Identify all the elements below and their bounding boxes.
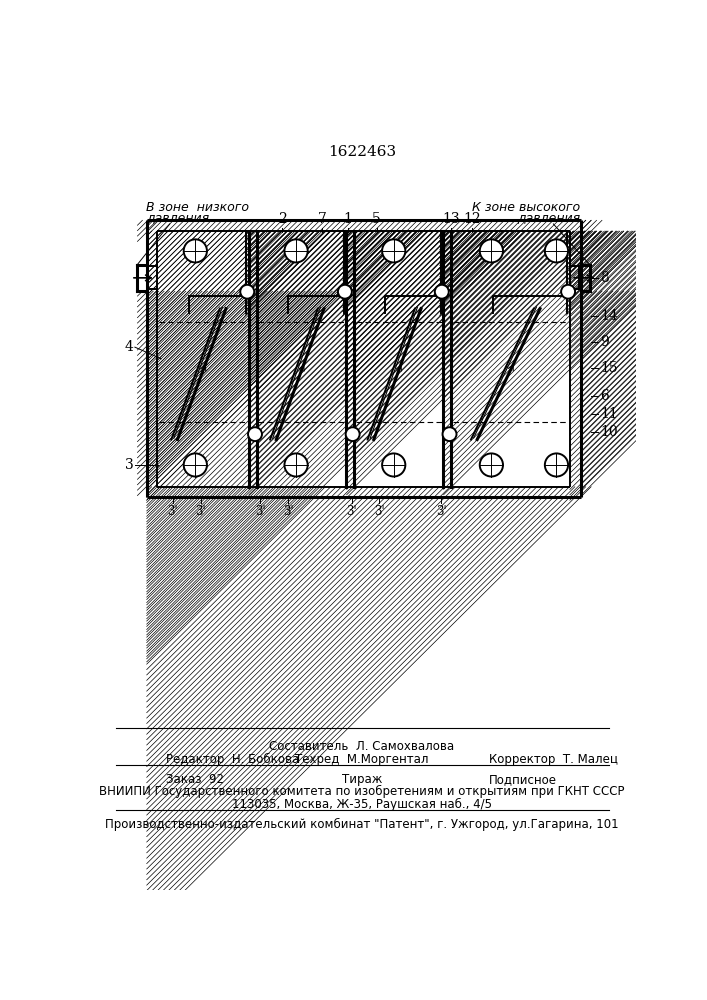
Text: Заказ  92: Заказ 92 xyxy=(166,773,224,786)
Text: 13: 13 xyxy=(443,212,460,226)
Bar xyxy=(570,231,580,487)
Text: Тираж: Тираж xyxy=(341,773,382,786)
Circle shape xyxy=(382,239,405,262)
Text: 1: 1 xyxy=(344,212,352,226)
Text: 9: 9 xyxy=(600,335,609,349)
Circle shape xyxy=(480,453,503,477)
Text: 12: 12 xyxy=(463,212,481,226)
Circle shape xyxy=(443,427,457,441)
Text: 3: 3 xyxy=(124,458,134,472)
Circle shape xyxy=(248,427,262,441)
Bar xyxy=(137,291,146,487)
Text: давления: давления xyxy=(146,211,209,224)
Circle shape xyxy=(338,285,352,299)
Text: В зоне  низкого: В зоне низкого xyxy=(146,201,250,214)
Circle shape xyxy=(545,239,568,262)
Bar xyxy=(249,231,257,487)
Text: 4: 4 xyxy=(124,340,134,354)
Bar xyxy=(440,231,441,312)
Circle shape xyxy=(284,453,308,477)
Text: 7: 7 xyxy=(318,212,327,226)
Bar xyxy=(566,231,567,312)
Text: 3': 3' xyxy=(374,505,385,518)
Text: 3': 3' xyxy=(283,505,293,518)
Bar xyxy=(443,231,451,487)
Text: давления: давления xyxy=(518,211,580,224)
Circle shape xyxy=(382,453,405,477)
Text: 2: 2 xyxy=(278,212,286,226)
Bar xyxy=(580,291,590,487)
Circle shape xyxy=(184,239,207,262)
Circle shape xyxy=(545,453,568,477)
Text: Редактор  Н. Бобкова: Редактор Н. Бобкова xyxy=(166,753,299,766)
Bar xyxy=(245,231,247,312)
Text: 1622463: 1622463 xyxy=(328,145,396,159)
Text: Составитель  Л. Самохвалова: Составитель Л. Самохвалова xyxy=(269,740,455,753)
Text: 11: 11 xyxy=(600,407,618,421)
Circle shape xyxy=(346,427,360,441)
Bar xyxy=(146,231,158,487)
Text: 6: 6 xyxy=(600,389,609,403)
Bar xyxy=(137,220,146,231)
Circle shape xyxy=(184,453,207,477)
Text: 10: 10 xyxy=(600,425,617,439)
Text: 15: 15 xyxy=(600,361,617,375)
Bar xyxy=(146,487,580,497)
Text: Подписное: Подписное xyxy=(489,773,556,786)
Text: Техред  М.Моргентал: Техред М.Моргентал xyxy=(296,753,428,766)
Bar xyxy=(346,231,354,487)
Bar xyxy=(343,231,344,312)
Circle shape xyxy=(435,285,449,299)
Text: 3': 3' xyxy=(255,505,266,518)
Text: Производственно-издательский комбинат "Патент", г. Ужгород, ул.Гагарина, 101: Производственно-издательский комбинат "П… xyxy=(105,818,619,831)
Text: Корректор  Т. Малец: Корректор Т. Малец xyxy=(489,753,618,766)
Text: ВНИИПИ Государственного комитета по изобретениям и открытиям при ГКНТ СССР: ВНИИПИ Государственного комитета по изоб… xyxy=(99,785,625,798)
Text: 5: 5 xyxy=(373,212,381,226)
Circle shape xyxy=(240,285,255,299)
Text: 8: 8 xyxy=(600,271,609,285)
Circle shape xyxy=(284,239,308,262)
Text: 3': 3' xyxy=(346,505,357,518)
Circle shape xyxy=(480,239,503,262)
Text: 3': 3' xyxy=(195,505,206,518)
Text: 14: 14 xyxy=(600,309,618,323)
Bar xyxy=(580,220,590,231)
Text: 3': 3' xyxy=(436,505,446,518)
Bar xyxy=(146,220,580,231)
Circle shape xyxy=(561,285,575,299)
Text: 3': 3' xyxy=(168,505,178,518)
Text: К зоне высокого: К зоне высокого xyxy=(472,201,580,214)
Text: 113035, Москва, Ж-35, Раушская наб., 4/5: 113035, Москва, Ж-35, Раушская наб., 4/5 xyxy=(232,798,492,811)
